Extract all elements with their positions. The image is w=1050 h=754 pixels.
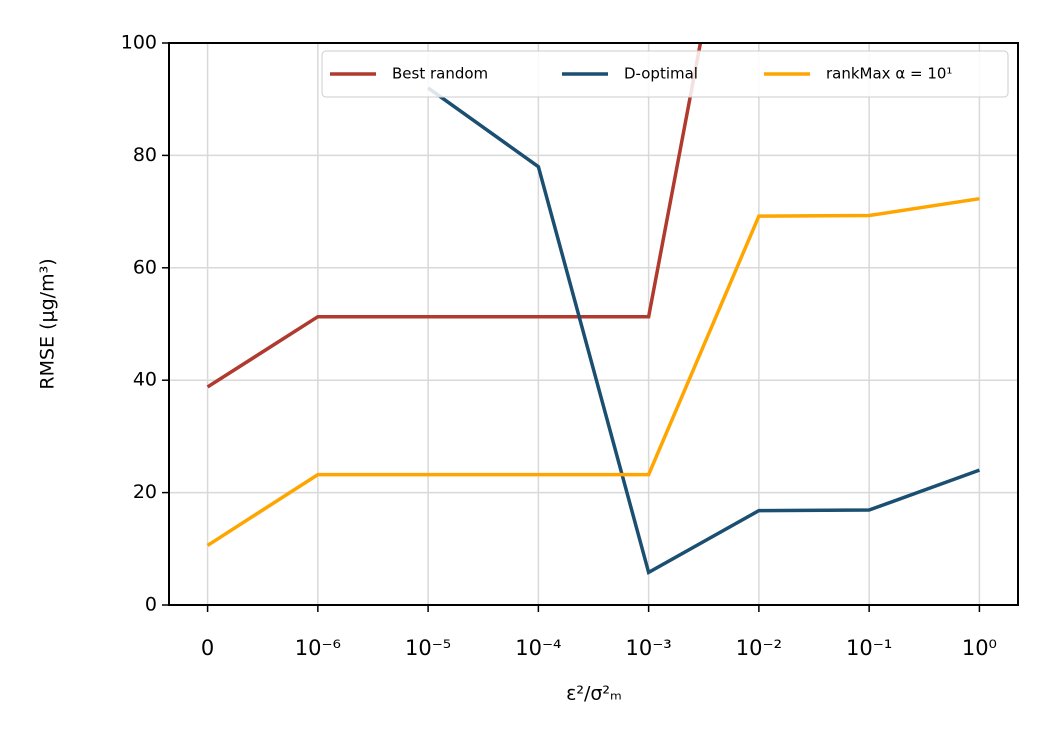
line-series — [427, 86, 981, 576]
y-tick-label: 60 — [133, 256, 157, 278]
x-tick-label: 10⁻⁴ — [515, 636, 561, 660]
legend-label: Best random — [392, 65, 488, 83]
y-tick-label: 100 — [121, 32, 157, 54]
line-series — [206, 43, 703, 389]
x-tick-label: 0 — [201, 636, 214, 660]
y-axis-label: RMSE (μg/m³) — [37, 258, 59, 389]
y-tick-label: 40 — [133, 369, 157, 391]
x-tick-label: 10⁰ — [962, 636, 997, 660]
legend-label: rankMax α = 10¹ — [826, 65, 952, 83]
y-tick-label: 20 — [133, 481, 157, 503]
plot-frame — [168, 42, 1019, 606]
y-tick-label: 0 — [145, 594, 157, 616]
legend-label: D-optimal — [624, 65, 698, 83]
line-series — [206, 196, 980, 547]
x-axis-label: ε²/σ²ₘ — [566, 683, 622, 705]
x-tick-label: 10⁻² — [736, 636, 782, 660]
legend-box — [321, 50, 1009, 98]
y-tick-label: 80 — [133, 144, 157, 166]
x-tick-label: 10⁻¹ — [846, 636, 892, 660]
x-tick-label: 10⁻⁶ — [295, 636, 341, 660]
x-tick-label: 10⁻³ — [626, 636, 672, 660]
x-tick-label: 10⁻⁵ — [405, 636, 451, 660]
